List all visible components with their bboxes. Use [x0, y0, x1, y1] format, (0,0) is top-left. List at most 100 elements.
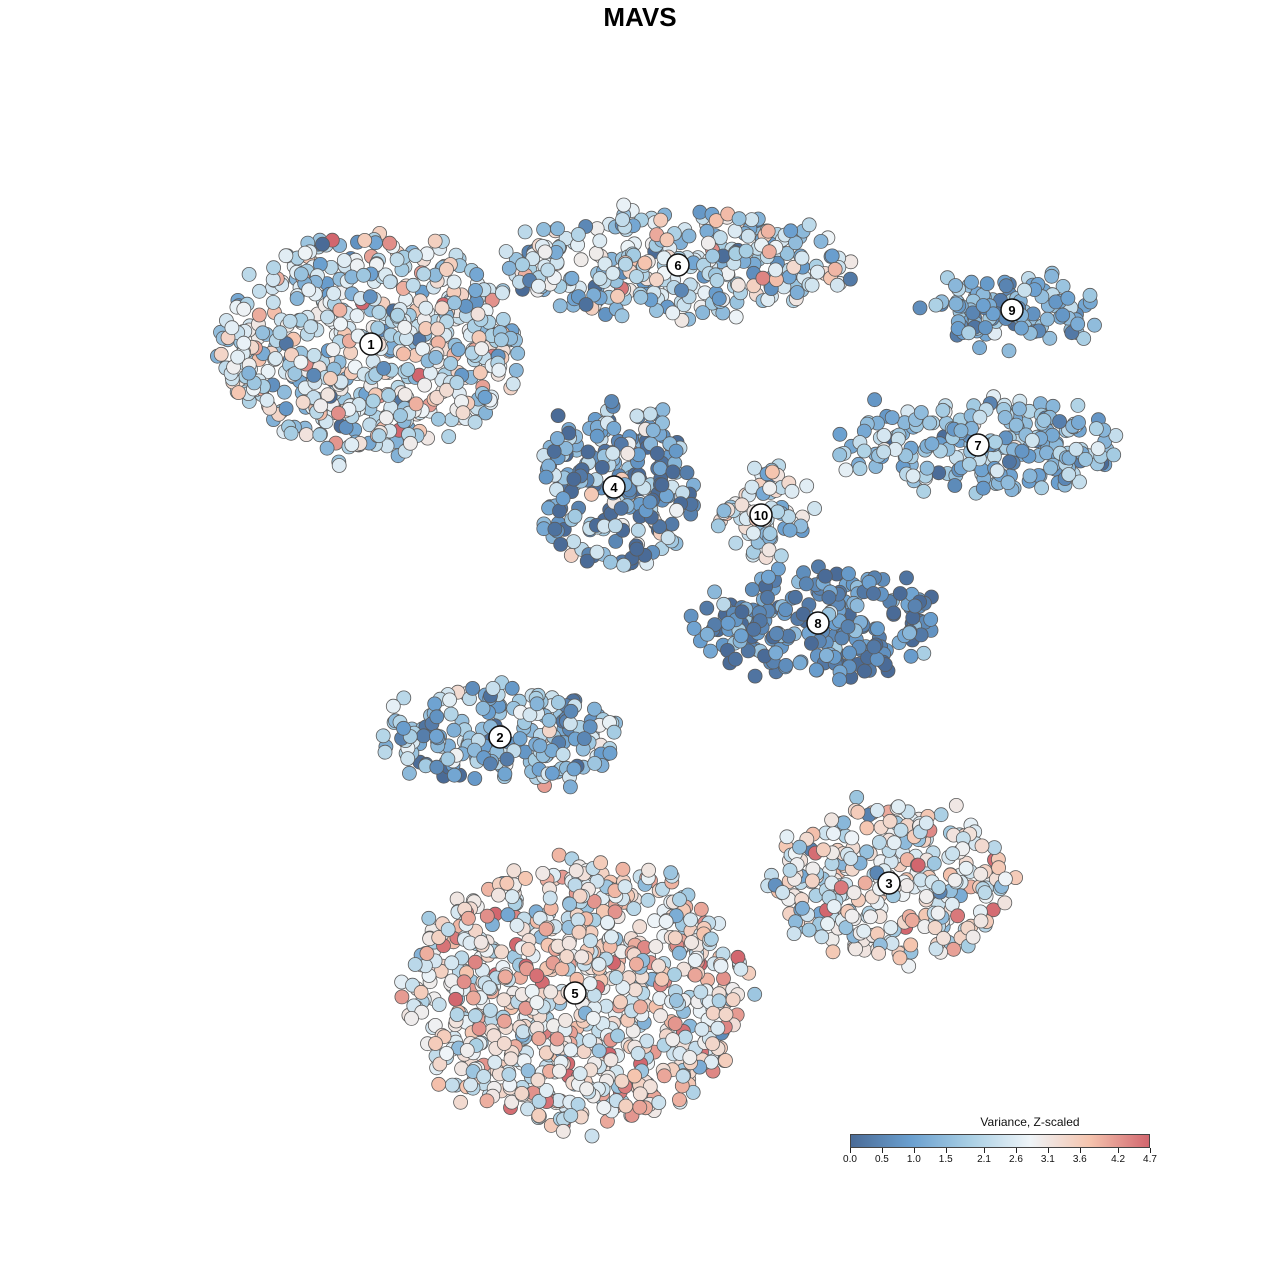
cell-point — [692, 204, 708, 220]
cell-point — [629, 956, 644, 972]
cell-point — [965, 305, 981, 321]
cell-point — [1082, 287, 1098, 303]
cell-point — [596, 1100, 612, 1115]
cell-point — [783, 223, 799, 239]
cell-point — [301, 282, 317, 298]
cell-point — [382, 235, 398, 251]
cell-point — [649, 445, 665, 461]
cluster-label-6: 6 — [666, 253, 690, 277]
cell-point — [499, 751, 515, 767]
cell-point — [573, 252, 589, 268]
cell-point — [640, 892, 656, 908]
colorbar-tick — [1015, 1148, 1017, 1153]
cell-point — [747, 668, 763, 684]
cell-point — [498, 244, 514, 259]
cell-point — [1001, 343, 1017, 359]
cell-point — [515, 1024, 531, 1040]
colorbar-tick — [881, 1148, 883, 1153]
cell-point — [614, 1073, 630, 1089]
cell-point — [710, 518, 726, 534]
cell-point — [439, 261, 454, 277]
cell-point — [1039, 311, 1055, 327]
cell-point — [592, 233, 608, 249]
cell-point — [655, 402, 671, 418]
cell-point — [826, 826, 841, 841]
cell-point — [400, 362, 416, 377]
cluster-label-2: 2 — [488, 725, 512, 749]
cell-point — [733, 961, 749, 977]
cell-point — [442, 692, 458, 708]
cell-point — [531, 278, 546, 294]
cell-point — [455, 405, 471, 421]
cell-point — [826, 899, 842, 914]
cell-point — [481, 980, 497, 996]
cell-point — [563, 703, 579, 719]
cell-point — [727, 223, 743, 239]
cell-point — [522, 707, 538, 723]
cell-point — [848, 941, 863, 957]
cell-point — [840, 619, 856, 635]
cell-point — [549, 1031, 565, 1047]
cluster-label-10: 10 — [749, 503, 773, 527]
cell-point — [427, 696, 443, 712]
cell-point — [541, 712, 557, 728]
cell-point — [563, 1042, 579, 1058]
cell-point — [606, 420, 622, 436]
cell-point — [642, 494, 658, 510]
cell-point — [651, 1095, 667, 1110]
cell-point — [770, 504, 785, 520]
cell-point — [482, 756, 498, 772]
cell-point — [349, 308, 365, 324]
colorbar-tick-label: 2.6 — [1009, 1154, 1023, 1165]
cell-point — [892, 950, 908, 966]
cell-point — [713, 958, 729, 974]
cell-point — [618, 1098, 634, 1114]
cell-point — [306, 347, 322, 363]
cell-point — [618, 256, 633, 272]
cell-point — [376, 360, 392, 376]
cell-point — [973, 866, 989, 882]
cell-point — [987, 434, 1003, 450]
cell-point — [440, 751, 456, 767]
cell-point — [705, 248, 720, 264]
cell-point — [602, 745, 618, 761]
cell-point — [872, 835, 887, 850]
cell-point — [1012, 401, 1027, 417]
cell-point — [589, 544, 605, 560]
colorbar-tick-label: 1.5 — [938, 1154, 953, 1165]
cell-point — [846, 885, 862, 901]
cell-point — [716, 596, 732, 612]
cell-point — [1106, 447, 1122, 463]
cell-point — [989, 463, 1005, 479]
cell-point — [416, 266, 432, 282]
cell-point — [564, 270, 580, 286]
cell-point — [899, 878, 915, 893]
cluster-label-3: 3 — [877, 871, 901, 895]
cell-point — [658, 914, 674, 929]
colorbar-tick-label: 3.1 — [1040, 1154, 1055, 1165]
cell-point — [703, 931, 719, 947]
cell-point — [740, 643, 756, 659]
cell-point — [561, 936, 577, 951]
cell-point — [432, 1056, 448, 1072]
cell-point — [591, 1043, 607, 1059]
cell-point — [1052, 414, 1067, 429]
cell-point — [998, 278, 1014, 294]
cell-point — [613, 500, 629, 516]
cell-point — [375, 728, 391, 744]
cell-point — [801, 922, 817, 938]
cell-point — [665, 305, 681, 321]
cell-point — [421, 910, 437, 926]
cell-point — [396, 690, 412, 706]
cell-point — [710, 1020, 726, 1036]
cell-point — [385, 698, 401, 714]
cell-point — [1022, 468, 1038, 484]
cell-point — [371, 304, 387, 320]
cell-point — [886, 605, 902, 621]
cell-point — [572, 888, 588, 904]
cell-point — [543, 984, 559, 1000]
cell-point — [408, 396, 424, 412]
cell-point — [580, 444, 596, 460]
cell-point — [711, 291, 727, 307]
cell-point — [871, 945, 886, 961]
